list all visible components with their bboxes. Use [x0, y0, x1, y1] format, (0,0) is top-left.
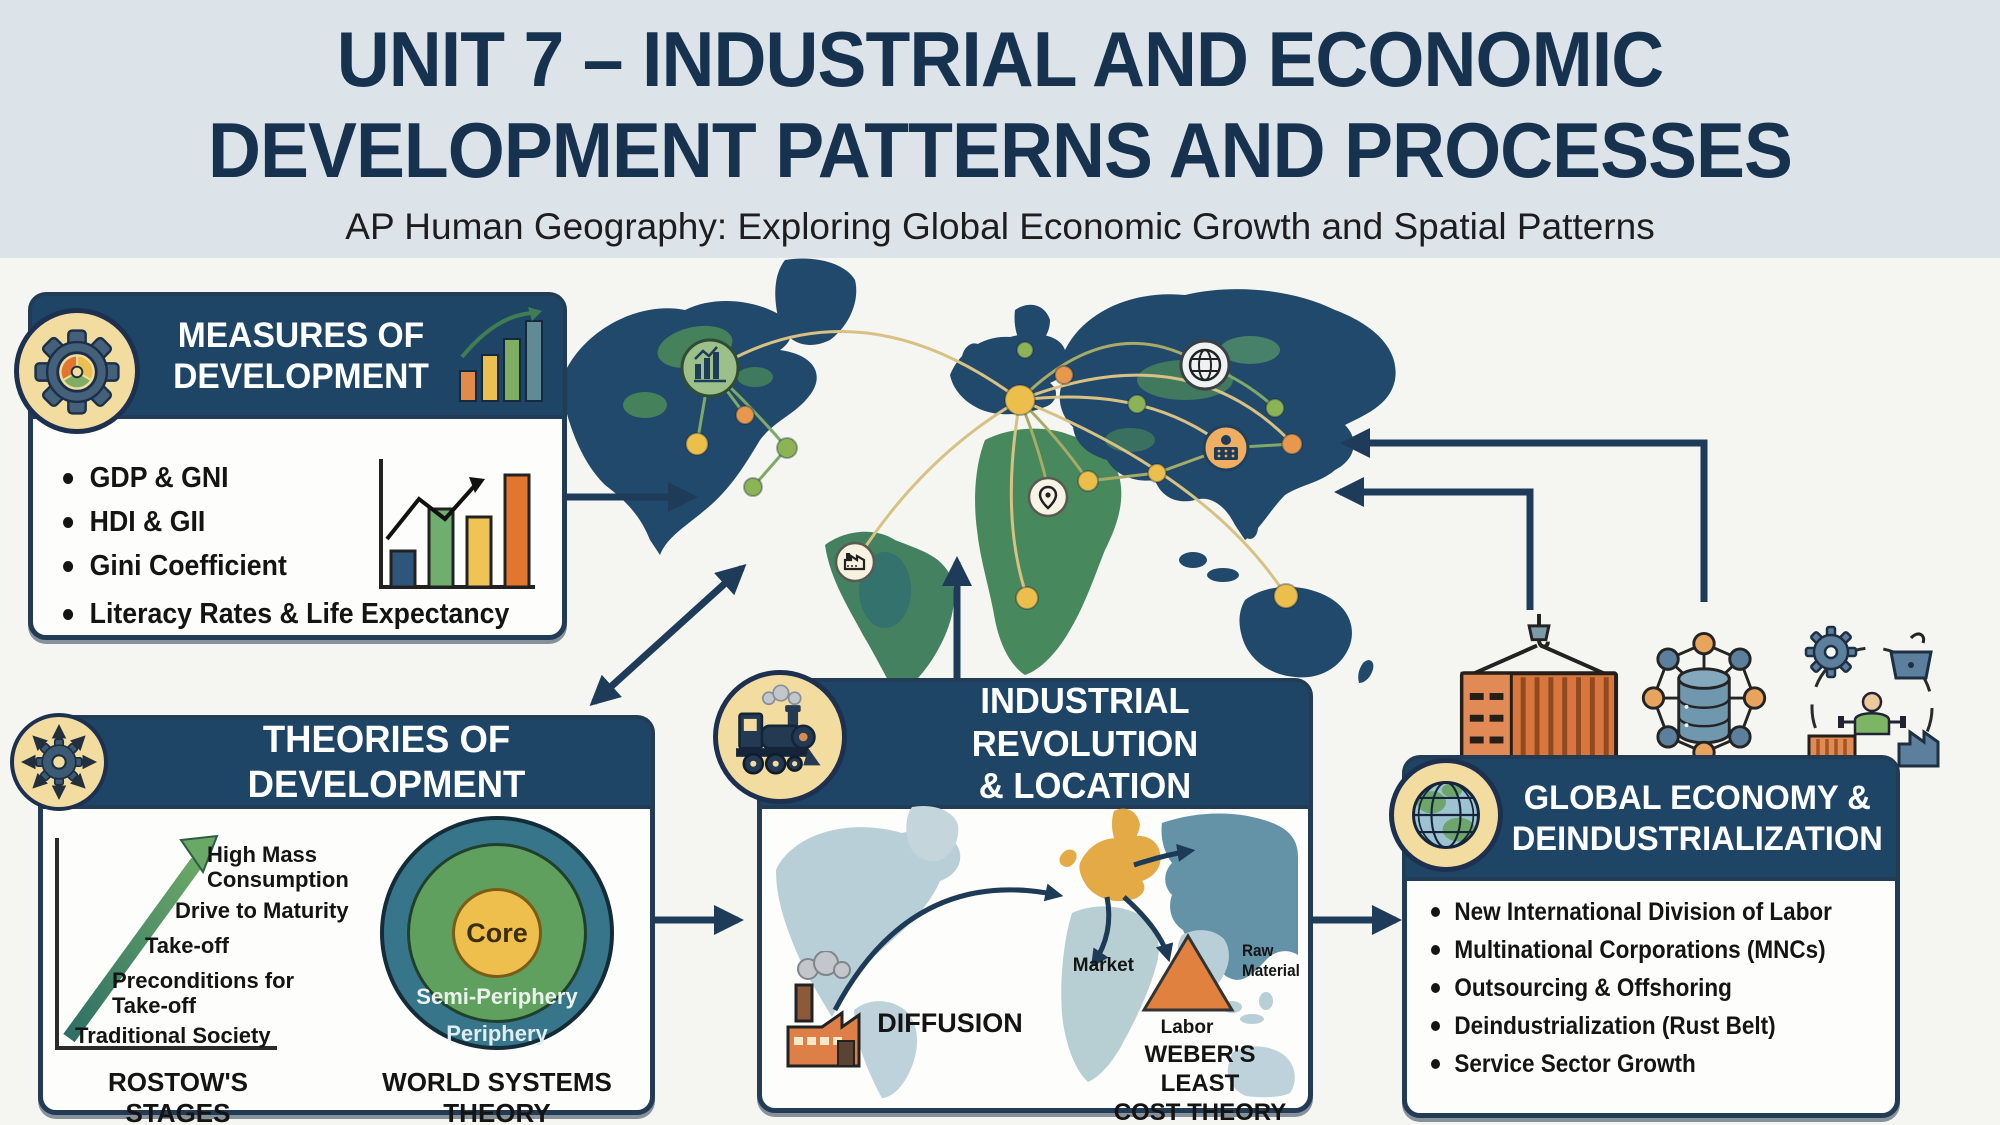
global-title-line2: DEINDUSTRIALIZATION [1511, 819, 1883, 858]
wst-caption: WORLD SYSTEMS THEORY [382, 1067, 612, 1125]
industrial-title: INDUSTRIAL REVOLUTION & LOCATION [871, 680, 1299, 807]
map-icon-pin-africa [1027, 476, 1069, 518]
industrial-panel: INDUSTRIAL REVOLUTION & LOCATION [757, 678, 1313, 1125]
weber-market-label: Market [1072, 955, 1134, 976]
map-icon-industry-asia [1202, 424, 1250, 472]
list-item: Deindustrialization (Rust Belt) [1431, 1012, 1832, 1041]
wst-semi-label: Semi-Periphery [416, 984, 578, 1009]
weber-caption-line2: COST THEORY [1113, 1098, 1287, 1125]
diffusion-arrows [832, 844, 1196, 1012]
list-item: Gini Coefficient [63, 550, 509, 583]
global-list: New International Division of Labor Mult… [1431, 898, 1876, 1079]
list-item: New International Division of Labor [1431, 898, 1832, 927]
global-title: GLOBAL ECONOMY & DEINDUSTRIALIZATION [1511, 778, 1882, 858]
page-title: UNIT 7 – INDUSTRIAL AND ECONOMIC DEVELOP… [60, 14, 1940, 197]
arrow-map-theories-bidirectional [589, 563, 747, 707]
world-map [560, 258, 1396, 693]
weber-caption-line1: WEBER'S LEAST [1144, 1041, 1256, 1097]
industrial-header: INDUSTRIAL REVOLUTION & LOCATION [761, 680, 1309, 809]
supply-chain-cycle-icon [1804, 625, 1940, 770]
measures-item-gdp-gni: GDP & GNI [89, 462, 229, 494]
measures-title: MEASURES OF DEVELOPMENT [157, 315, 445, 398]
wst-periphery-label: Periphery [446, 1021, 548, 1046]
global-title-line1: GLOBAL ECONOMY & [1523, 779, 1871, 818]
header-band [0, 0, 2000, 258]
steam-locomotive-icon [713, 670, 847, 804]
map-icon-globe-russia [1179, 339, 1231, 391]
rising-bar-chart-icon [459, 307, 543, 402]
rostow-caption: ROSTOW'S STAGES [107, 1067, 249, 1125]
measures-item-gini: Gini Coefficient [89, 550, 287, 582]
rostow-stage-5: High Mass Consumption [207, 842, 349, 893]
page-title-line1: UNIT 7 – INDUSTRIAL AND ECONOMIC [336, 15, 1664, 103]
list-item: GDP & GNI [63, 462, 509, 495]
industrial-title-line2: & LOCATION [978, 765, 1192, 807]
measures-title-line2: DEVELOPMENT [173, 357, 429, 396]
list-item: Outsourcing & Offshoring [1431, 974, 1832, 1003]
measures-list: GDP & GNI HDI & GII Gini Coefficient Lit… [63, 462, 548, 631]
theories-panel: THEORIES OF DEVELOPMENT Traditional Soci… [38, 715, 655, 1125]
measures-title-line1: MEASURES OF [177, 315, 425, 355]
measures-item-hdi-gii: HDI & GII [89, 506, 206, 538]
weber-triangle [1141, 933, 1235, 1012]
theories-title: THEORIES OF DEVELOPMENT [247, 718, 526, 806]
page-subtitle: AP Human Geography: Exploring Global Eco… [345, 206, 1655, 247]
factory-smoke-icon [786, 951, 861, 1068]
industrial-title-line1: INDUSTRIAL REVOLUTION [971, 680, 1199, 764]
gear-arrows-icon [10, 713, 108, 811]
global-item-rust-belt: Deindustrialization (Rust Belt) [1454, 1012, 1776, 1040]
arrow-network-icon-to-map [1340, 428, 1708, 602]
page-title-line2: DEVELOPMENT PATTERNS AND PROCESSES [208, 106, 1793, 195]
weber-caption: WEBER'S LEAST COST THEORY [1110, 1041, 1290, 1125]
global-item-nidl: New International Division of Labor [1454, 898, 1832, 926]
weber-labor-label: Labor [1160, 1017, 1214, 1038]
diffusion-label: DIFFUSION [877, 1008, 1023, 1038]
list-item: HDI & GII [63, 506, 509, 539]
rostow-stages-diagram [55, 834, 277, 1050]
rostow-stage-4: Drive to Maturity [175, 898, 349, 923]
wst-core-label: Core [466, 917, 528, 948]
map-icon-factory-south-america [834, 541, 876, 583]
list-item: Multinational Corporations (MNCs) [1431, 936, 1832, 965]
global-item-outsourcing: Outsourcing & Offshoring [1454, 974, 1732, 1002]
rostow-stage-1: Traditional Society [75, 1023, 271, 1048]
measures-item-literacy: Literacy Rates & Life Expectancy [89, 598, 510, 630]
gear-pie-chart-icon [14, 308, 140, 434]
global-item-service: Service Sector Growth [1454, 1050, 1696, 1078]
list-item: Literacy Rates & Life Expectancy [63, 598, 509, 631]
wst-core-ring: Core [452, 888, 542, 978]
globe-grid-icon [1389, 758, 1503, 872]
theories-header: THEORIES OF DEVELOPMENT [42, 719, 651, 809]
arrow-container-icon-to-map [1334, 477, 1534, 610]
global-item-mncs: Multinational Corporations (MNCs) [1454, 936, 1826, 964]
rostow-stage-2: Preconditions for Take-off [112, 968, 295, 1019]
rostow-stage-3: Take-off [145, 933, 229, 958]
weber-raw-material-label: Raw Material [1242, 941, 1300, 981]
map-trade-arcs [695, 330, 1293, 595]
global-panel: GLOBAL ECONOMY & DEINDUSTRIALIZATION New… [1402, 755, 1900, 1118]
map-icon-factory-north-america [680, 338, 740, 398]
list-item: Service Sector Growth [1431, 1050, 1832, 1079]
map-nodes [685, 341, 1303, 610]
bar-chart-trend-icon [379, 459, 535, 589]
